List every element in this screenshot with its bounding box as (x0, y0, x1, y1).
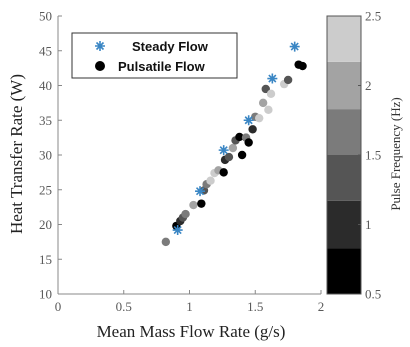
colorbar: 0.5 1 1.5 2 2.5 (326, 9, 381, 302)
steady-flow-point (267, 73, 278, 84)
colorbar-tick-label: 1.5 (365, 148, 381, 163)
plot-area: 0 0.5 1 1.5 2 10 15 20 25 30 35 40 45 50 (39, 9, 324, 315)
colorbar-title: Pulse Frequency (Hz) (388, 97, 403, 210)
colorbar-tick-label: 0.5 (365, 287, 381, 302)
steady-flow-point (195, 186, 206, 197)
y-tick-label: 30 (39, 148, 52, 163)
y-tick-label: 45 (39, 43, 52, 58)
colorbar-segment (327, 16, 361, 62)
y-tick-label: 50 (39, 9, 52, 24)
colorbar-segment (327, 61, 361, 110)
x-tick-label: 1 (186, 299, 193, 314)
steady-flow-point (243, 115, 254, 126)
legend-steady-flow-marker (95, 41, 105, 51)
pulsatile-flow-point (189, 200, 198, 210)
colorbar-segment (327, 155, 361, 201)
pulsatile-flow-point (197, 199, 206, 208)
pulsatile-flow-point (181, 209, 190, 219)
pulsatile-flow-point (228, 143, 238, 153)
pulsatile-flow-point (264, 105, 273, 115)
pulsatile-flow-point (298, 61, 307, 71)
pulsatile-flow-point (258, 98, 268, 108)
pulsatile-flow-point (161, 237, 171, 247)
pulsatile-flow-point (254, 113, 264, 123)
legend-pulsatile-flow-marker (95, 61, 105, 71)
pulsatile-flow-point (244, 138, 253, 147)
colorbar-tick-label: 2 (365, 78, 372, 93)
colorbar-tick-label: 1 (365, 217, 372, 232)
x-axis-title: Mean Mass Flow Rate (g/s) (97, 322, 286, 341)
x-tick-label: 0 (55, 299, 62, 314)
steady-flow-point (218, 145, 229, 156)
y-tick-label: 20 (39, 217, 52, 232)
colorbar-segment (327, 200, 361, 249)
x-tick-label: 0.5 (116, 299, 132, 314)
x-tick-label: 1.5 (247, 299, 263, 314)
colorbar-segment (327, 248, 361, 294)
legend-label-pulsatile-flow: Pulsatile Flow (118, 59, 206, 74)
pulsatile-flow-point (237, 150, 247, 160)
steady-flow-point (289, 41, 300, 52)
y-tick-label: 10 (39, 287, 52, 302)
pulsatile-flow-point (283, 75, 293, 85)
colorbar-tick-label: 2.5 (365, 9, 381, 24)
legend: Steady Flow Pulsatile Flow (71, 32, 238, 79)
legend-label-steady-flow: Steady Flow (132, 39, 209, 54)
y-tick-label: 35 (39, 113, 52, 128)
y-axis-title: Heat Transfer Rate (W) (7, 74, 26, 234)
steady-flow-point (172, 225, 183, 236)
data-points (161, 41, 307, 247)
y-tick-label: 15 (39, 252, 52, 267)
colorbar-segment (327, 109, 361, 155)
y-tick-label: 25 (39, 182, 52, 197)
y-tick-label: 40 (39, 78, 52, 93)
pulsatile-flow-point (235, 132, 244, 142)
pulsatile-flow-point (266, 89, 276, 99)
pulsatile-flow-point (224, 152, 234, 162)
x-tick-label: 2 (318, 299, 325, 314)
pulsatile-flow-point (206, 176, 215, 185)
pulsatile-flow-point (219, 168, 228, 177)
pulsatile-flow-point (248, 125, 257, 134)
